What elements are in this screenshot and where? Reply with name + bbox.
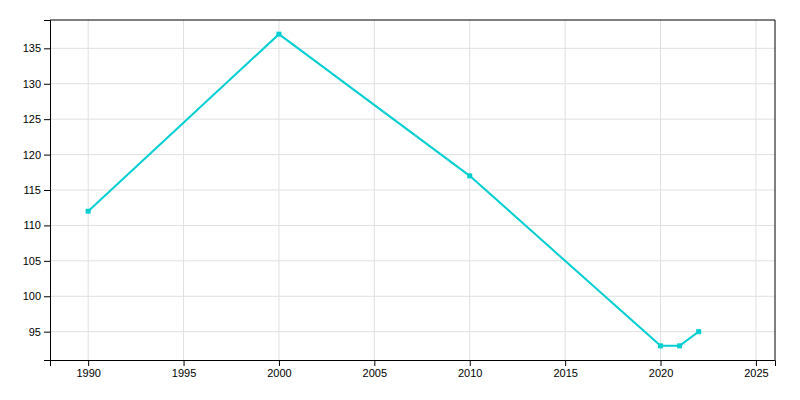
grid-line-y bbox=[50, 225, 775, 226]
y-tick: 120 bbox=[23, 149, 50, 161]
marker bbox=[696, 329, 701, 334]
y-tick: 125 bbox=[23, 113, 50, 125]
x-tick-label: 2025 bbox=[744, 367, 768, 379]
y-tick-label: 135 bbox=[23, 42, 41, 54]
plot: 1990 1995 2000 2005 2010 2015 2020 2025 95 100 105… bbox=[23, 20, 776, 379]
x-axis-line bbox=[51, 361, 776, 367]
y-tick-label: 110 bbox=[23, 219, 41, 231]
y-tick-mark bbox=[44, 190, 50, 191]
x-tick-mark bbox=[88, 360, 89, 366]
x-tick-label: 2005 bbox=[363, 367, 387, 379]
marker bbox=[677, 343, 682, 348]
marker bbox=[658, 343, 663, 348]
grid bbox=[50, 20, 775, 360]
y-tick-mark bbox=[44, 48, 50, 49]
x-tick-label: 2015 bbox=[553, 367, 577, 379]
x-tick: 2020 bbox=[649, 360, 673, 379]
x-tick-mark bbox=[279, 360, 280, 366]
y-tick: 135 bbox=[23, 42, 50, 54]
grid-line-y bbox=[50, 48, 775, 49]
y-tick-mark bbox=[44, 155, 50, 156]
grid-line-y bbox=[50, 154, 775, 155]
y-tick: 130 bbox=[23, 78, 50, 90]
grid-line-y bbox=[50, 260, 775, 261]
y-tick: 115 bbox=[23, 184, 50, 196]
y-tick-label: 100 bbox=[23, 290, 41, 302]
x-tick-mark bbox=[565, 360, 566, 366]
y-tick-label: 105 bbox=[23, 255, 41, 267]
line bbox=[88, 34, 699, 346]
x-tick: 2005 bbox=[363, 360, 387, 379]
y-tick: 105 bbox=[23, 255, 50, 267]
x-tick: 2015 bbox=[553, 360, 577, 379]
x-tick: 2025 bbox=[744, 360, 768, 379]
y-tick-label: 120 bbox=[23, 149, 41, 161]
y-tick-mark bbox=[44, 119, 50, 120]
marks bbox=[86, 32, 702, 349]
grid-line-y bbox=[50, 83, 775, 84]
x-tick-mark bbox=[184, 360, 185, 366]
y-tick-mark bbox=[44, 296, 50, 297]
chart: 1990 1995 2000 2005 2010 2015 2020 2025 95 100 105… bbox=[0, 0, 800, 400]
y-tick: 110 bbox=[23, 219, 50, 231]
x-tick-label: 1990 bbox=[76, 367, 100, 379]
x-tick-label: 1995 bbox=[172, 367, 196, 379]
y-tick: 100 bbox=[23, 290, 50, 302]
x-tick-mark bbox=[374, 360, 375, 366]
y-tick: 95 bbox=[29, 326, 50, 338]
y-axis: 95 100 105 110 115 120 125 130 135 bbox=[23, 21, 51, 361]
frame-top bbox=[50, 20, 775, 21]
grid-line-y bbox=[50, 331, 775, 332]
marker bbox=[276, 32, 281, 37]
marker bbox=[86, 209, 91, 214]
grid-line-y bbox=[50, 119, 775, 120]
x-tick: 1995 bbox=[172, 360, 196, 379]
x-tick-mark bbox=[470, 360, 471, 366]
y-tick-label: 130 bbox=[23, 78, 41, 90]
x-tick-label: 2000 bbox=[267, 367, 291, 379]
y-tick-mark bbox=[44, 332, 50, 333]
y-tick-mark bbox=[44, 261, 50, 262]
frame-right bbox=[775, 20, 776, 360]
marker bbox=[467, 173, 472, 178]
y-tick-label: 115 bbox=[23, 184, 41, 196]
y-tick-mark bbox=[44, 84, 50, 85]
x-tick-label: 2010 bbox=[458, 367, 482, 379]
grid-line-y bbox=[50, 296, 775, 297]
y-tick-label: 95 bbox=[29, 326, 41, 338]
x-tick: 2000 bbox=[267, 360, 291, 379]
y-tick-label: 125 bbox=[23, 113, 41, 125]
x-axis: 1990 1995 2000 2005 2010 2015 2020 2025 bbox=[51, 360, 776, 379]
y-tick-mark bbox=[44, 225, 50, 226]
x-tick-mark bbox=[756, 360, 757, 366]
y-axis-line bbox=[44, 21, 51, 361]
x-tick-mark bbox=[661, 360, 662, 366]
x-tick: 1990 bbox=[76, 360, 100, 379]
grid-line-y bbox=[50, 190, 775, 191]
x-tick-label: 2020 bbox=[649, 367, 673, 379]
x-tick: 2010 bbox=[458, 360, 482, 379]
